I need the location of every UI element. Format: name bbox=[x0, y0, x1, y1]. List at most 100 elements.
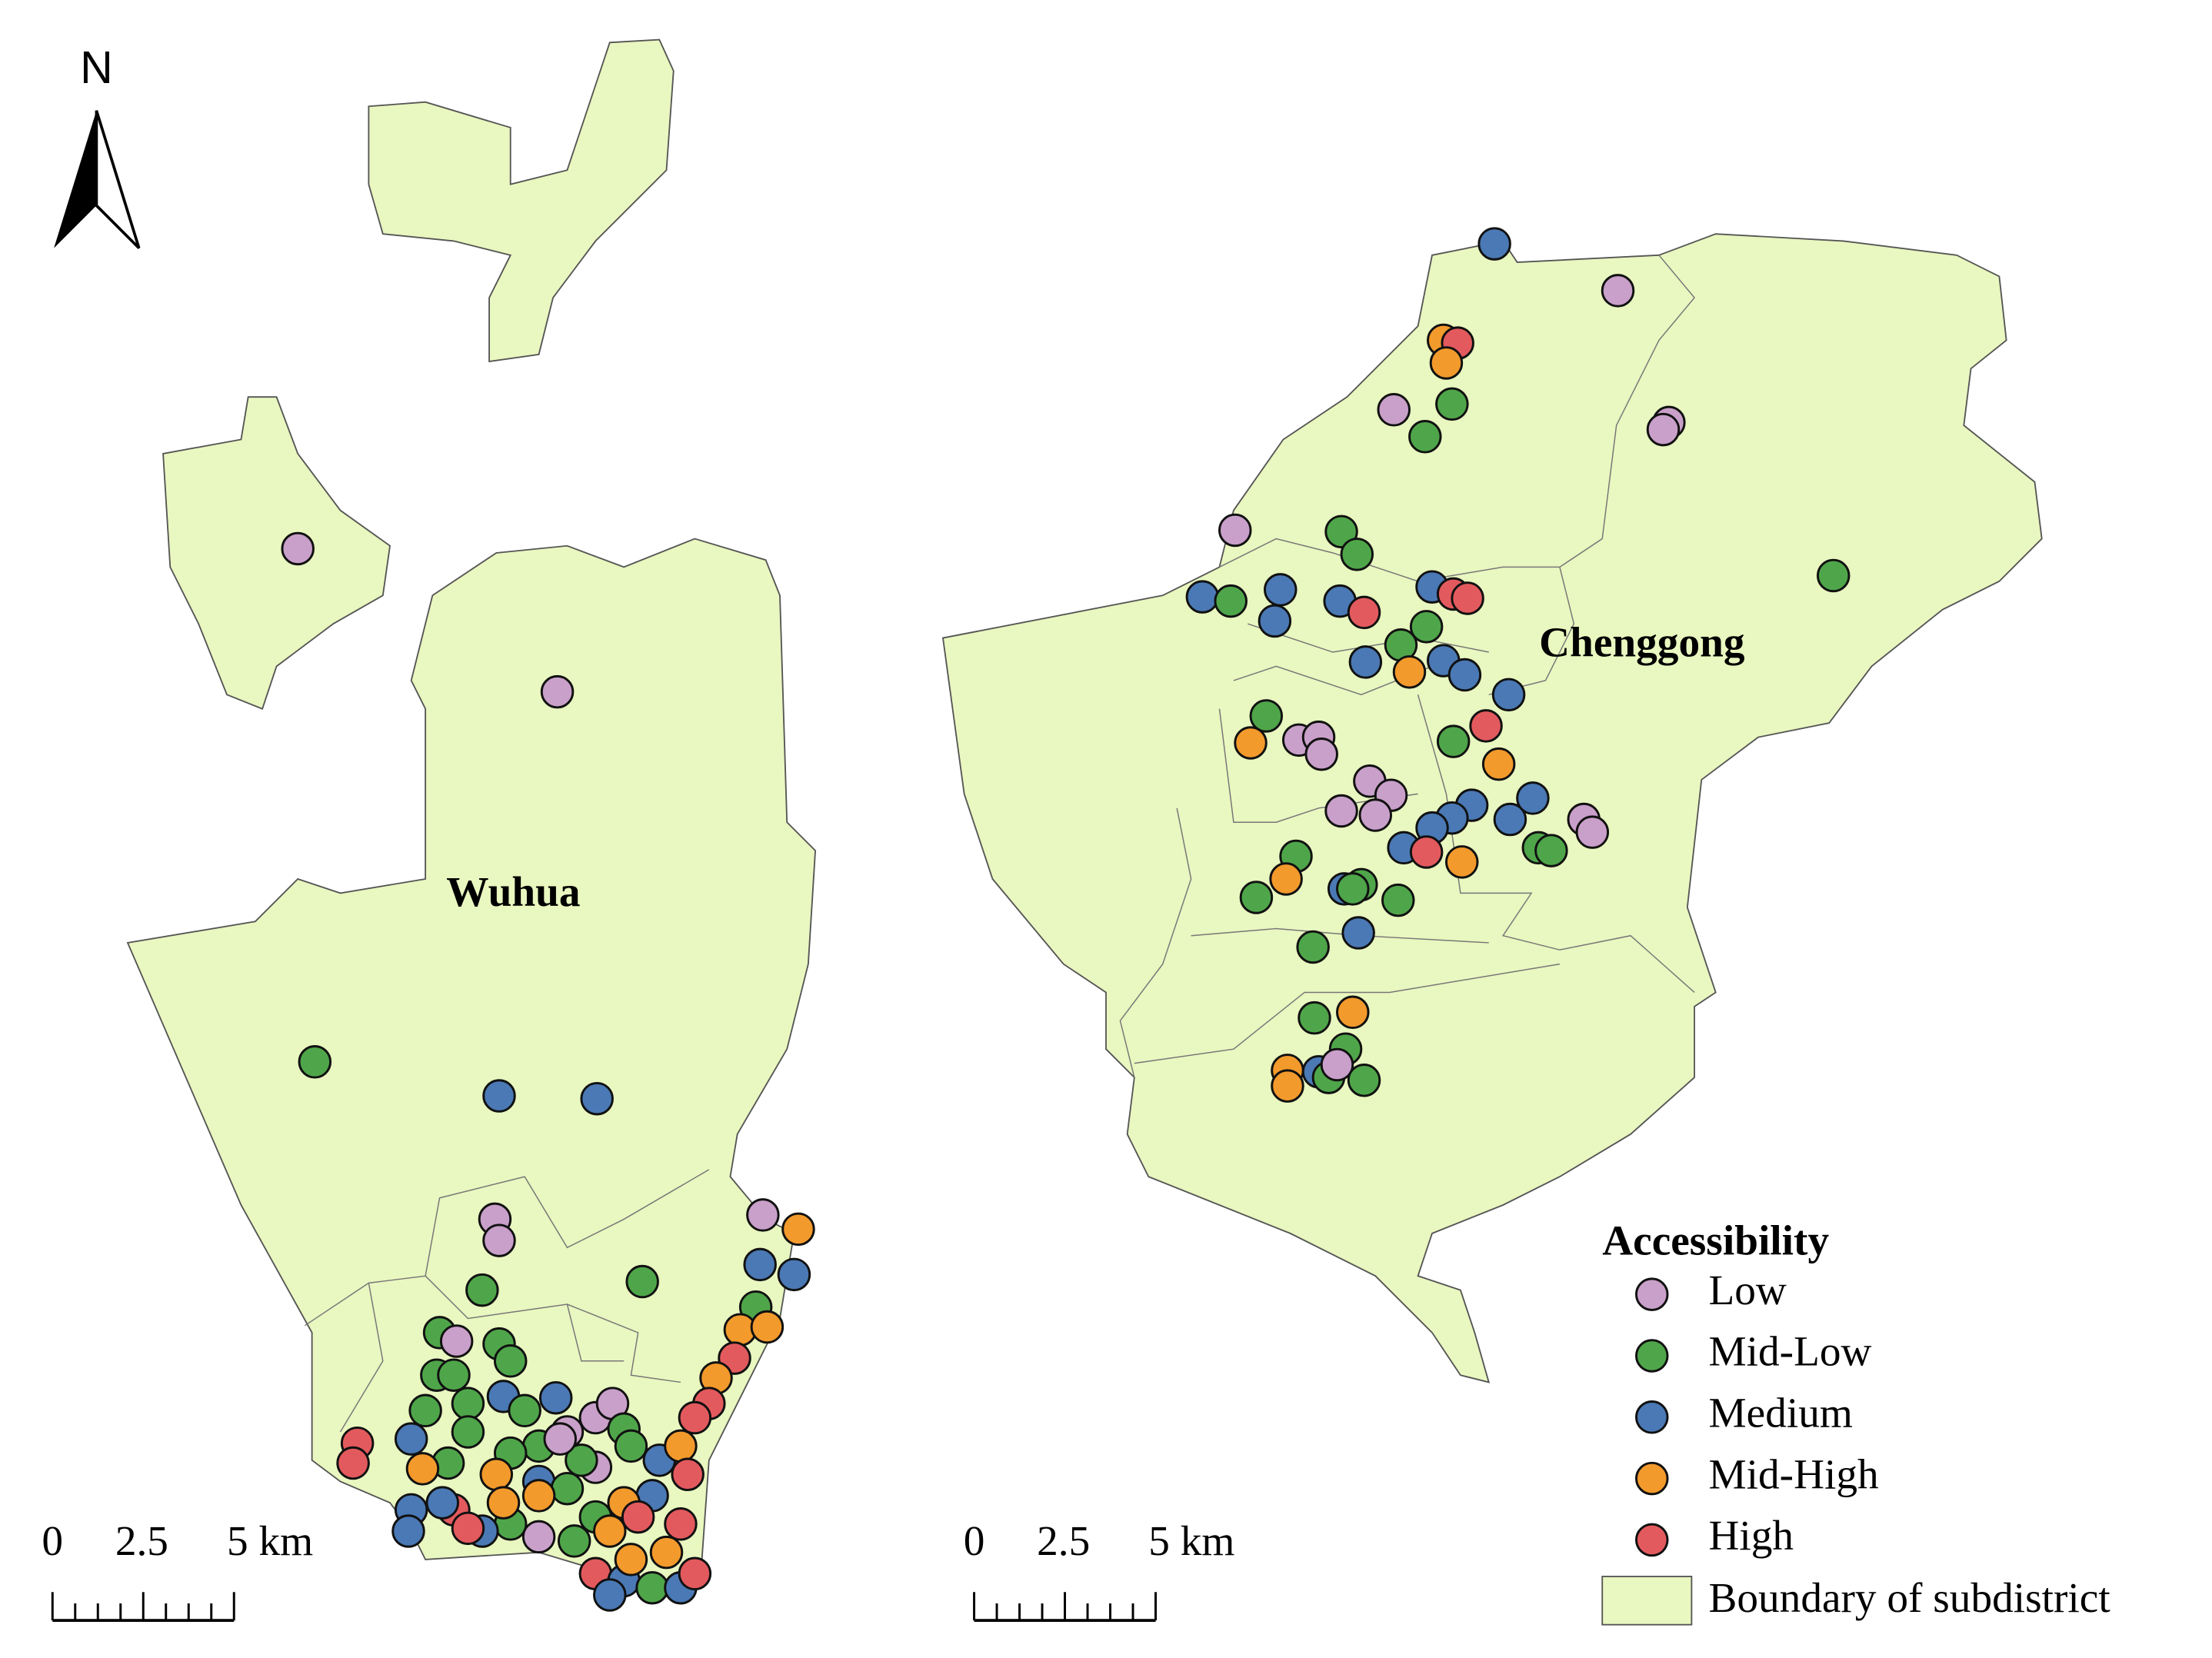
site-point bbox=[1263, 573, 1298, 607]
subdistrict-line bbox=[305, 1169, 710, 1433]
site-point bbox=[565, 1443, 598, 1477]
site-point bbox=[664, 1507, 698, 1541]
site-point bbox=[1347, 595, 1381, 630]
subdistrict-boundary bbox=[368, 38, 675, 363]
site-point bbox=[1358, 798, 1393, 832]
scale-label: 5 km bbox=[227, 1517, 313, 1564]
site-point bbox=[1336, 995, 1370, 1030]
site-point bbox=[1646, 412, 1681, 447]
site-point bbox=[1336, 872, 1370, 906]
site-point bbox=[543, 1422, 577, 1456]
site-point bbox=[1516, 781, 1550, 815]
site-point bbox=[1601, 274, 1635, 308]
site-point bbox=[482, 1224, 516, 1257]
north-arrow: N bbox=[54, 42, 141, 249]
subdistrict-boundary bbox=[941, 233, 2043, 1383]
site-point bbox=[1408, 420, 1442, 454]
site-point bbox=[451, 1387, 485, 1420]
site-point bbox=[1234, 726, 1268, 760]
site-point bbox=[580, 1081, 614, 1116]
legend-marker bbox=[1635, 1277, 1669, 1311]
site-point bbox=[678, 1556, 712, 1591]
legend-swatch bbox=[1601, 1576, 1693, 1626]
site-point bbox=[550, 1471, 585, 1506]
arrow-right bbox=[95, 110, 141, 249]
site-point bbox=[1324, 794, 1358, 828]
site-point bbox=[671, 1457, 705, 1492]
site-point bbox=[746, 1198, 780, 1232]
site-point bbox=[538, 1380, 573, 1415]
scale-label: 5 km bbox=[1148, 1517, 1234, 1564]
site-point bbox=[408, 1393, 442, 1428]
site-point bbox=[425, 1486, 459, 1520]
legend-label: Mid-High bbox=[1708, 1450, 1878, 1497]
site-point bbox=[508, 1393, 541, 1428]
site-point bbox=[451, 1511, 485, 1546]
site-point bbox=[1218, 513, 1252, 548]
district-label: Wuhua bbox=[446, 868, 580, 915]
site-point bbox=[1429, 346, 1464, 380]
legend-marker bbox=[1635, 1400, 1669, 1434]
legend-label: Medium bbox=[1708, 1389, 1852, 1436]
arrow-left bbox=[54, 110, 97, 248]
site-point bbox=[1296, 930, 1330, 964]
site-point bbox=[635, 1570, 669, 1605]
site-point bbox=[1381, 883, 1415, 917]
site-point bbox=[1249, 699, 1284, 733]
legend-marker bbox=[1635, 1339, 1669, 1373]
site-point bbox=[1409, 610, 1444, 644]
legend-label: High bbox=[1708, 1512, 1794, 1559]
site-point bbox=[1435, 387, 1469, 421]
site-point bbox=[781, 1212, 815, 1247]
site-point bbox=[1239, 881, 1274, 914]
site-point bbox=[750, 1310, 785, 1344]
site-point bbox=[540, 674, 575, 709]
site-point bbox=[1347, 1064, 1381, 1097]
site-point bbox=[482, 1079, 516, 1113]
site-point bbox=[1477, 227, 1511, 261]
site-point bbox=[405, 1452, 440, 1486]
north-label: N bbox=[80, 42, 113, 93]
site-point bbox=[593, 1514, 627, 1548]
site-point bbox=[678, 1400, 712, 1435]
site-point bbox=[1341, 916, 1375, 950]
site-point bbox=[625, 1264, 659, 1299]
site-point bbox=[1392, 655, 1427, 689]
site-point bbox=[298, 1045, 332, 1079]
site-point bbox=[493, 1344, 528, 1378]
site-point bbox=[1491, 678, 1526, 712]
site-point bbox=[439, 1324, 474, 1358]
site-point bbox=[391, 1514, 425, 1548]
legend-label: Boundary of subdistrict bbox=[1708, 1574, 2110, 1621]
site-point bbox=[1271, 1069, 1304, 1103]
legend-marker bbox=[1635, 1461, 1669, 1496]
scale-label: 0 bbox=[42, 1517, 63, 1564]
site-point bbox=[1214, 584, 1248, 618]
site-point bbox=[1447, 658, 1482, 692]
site-point bbox=[1340, 538, 1374, 571]
site-point bbox=[664, 1429, 698, 1463]
site-point bbox=[1481, 747, 1516, 781]
site-point bbox=[1575, 815, 1610, 849]
legend-label: Low bbox=[1708, 1267, 1786, 1313]
site-point bbox=[1436, 724, 1471, 758]
site-point bbox=[1493, 802, 1527, 837]
site-point bbox=[336, 1446, 370, 1480]
site-point bbox=[1304, 737, 1338, 771]
site-point bbox=[649, 1535, 684, 1570]
site-point bbox=[521, 1479, 556, 1513]
site-point bbox=[1534, 834, 1568, 867]
legend-label: Mid-Low bbox=[1708, 1328, 1871, 1375]
site-point bbox=[1269, 862, 1303, 896]
site-point bbox=[1409, 835, 1444, 869]
site-point bbox=[1348, 645, 1383, 679]
site-point bbox=[593, 1578, 627, 1612]
legend-title: Accessibility bbox=[1602, 1217, 1829, 1263]
site-point bbox=[479, 1457, 514, 1492]
site-point bbox=[465, 1273, 499, 1307]
scale-label: 0 bbox=[964, 1517, 985, 1564]
site-point bbox=[281, 531, 315, 566]
site-point bbox=[557, 1524, 591, 1558]
